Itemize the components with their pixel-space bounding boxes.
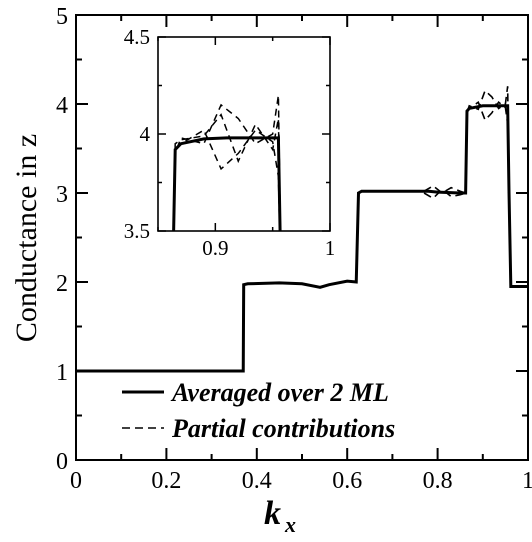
y-tick-label: 4 (56, 93, 68, 119)
partial-series-line (172, 129, 281, 231)
legend-label-averaged: Averaged over 2 ML (170, 378, 389, 407)
x-tick-label: 0.4 (242, 468, 272, 494)
y-tick-label: 5 (56, 4, 68, 30)
x-tick-label: 0.9 (202, 236, 228, 260)
legend-label-partial: Partial contributions (171, 414, 395, 443)
partial-series-line (423, 100, 510, 200)
averaged-series-line (76, 104, 528, 373)
y-axis-title: Conductance in z (10, 134, 43, 342)
legend: Averaged over 2 ML Partial contributions (122, 378, 395, 443)
x-tick-label: 1 (325, 236, 336, 260)
inset-background (158, 37, 330, 231)
y-tick-label: 3.5 (124, 219, 150, 243)
y-tick-label: 0 (56, 449, 68, 475)
y-tick-label: 4 (140, 122, 151, 146)
x-axis-title-subscript: x (284, 512, 296, 537)
x-tick-label: 0.8 (423, 468, 453, 494)
x-axis-title: k (264, 495, 281, 532)
inset-chart: 0.9 1 3.5 4 4.5 (124, 25, 336, 260)
x-tick-label: 1 (522, 468, 532, 494)
y-tick-label: 2 (56, 271, 68, 297)
y-tick-label: 4.5 (124, 25, 150, 49)
partial-series-line (423, 86, 510, 195)
partial-series-line (172, 113, 281, 231)
x-tick-label: 0.6 (332, 468, 362, 494)
y-tick-label: 1 (56, 360, 68, 386)
x-tick-label: 0 (70, 468, 82, 494)
x-tick-label: 0.2 (151, 468, 181, 494)
y-tick-label: 3 (56, 182, 68, 208)
main-chart: 0 0.2 0.4 0.6 0.8 1 0 1 2 3 4 5 Conductance in z k x (10, 4, 532, 537)
